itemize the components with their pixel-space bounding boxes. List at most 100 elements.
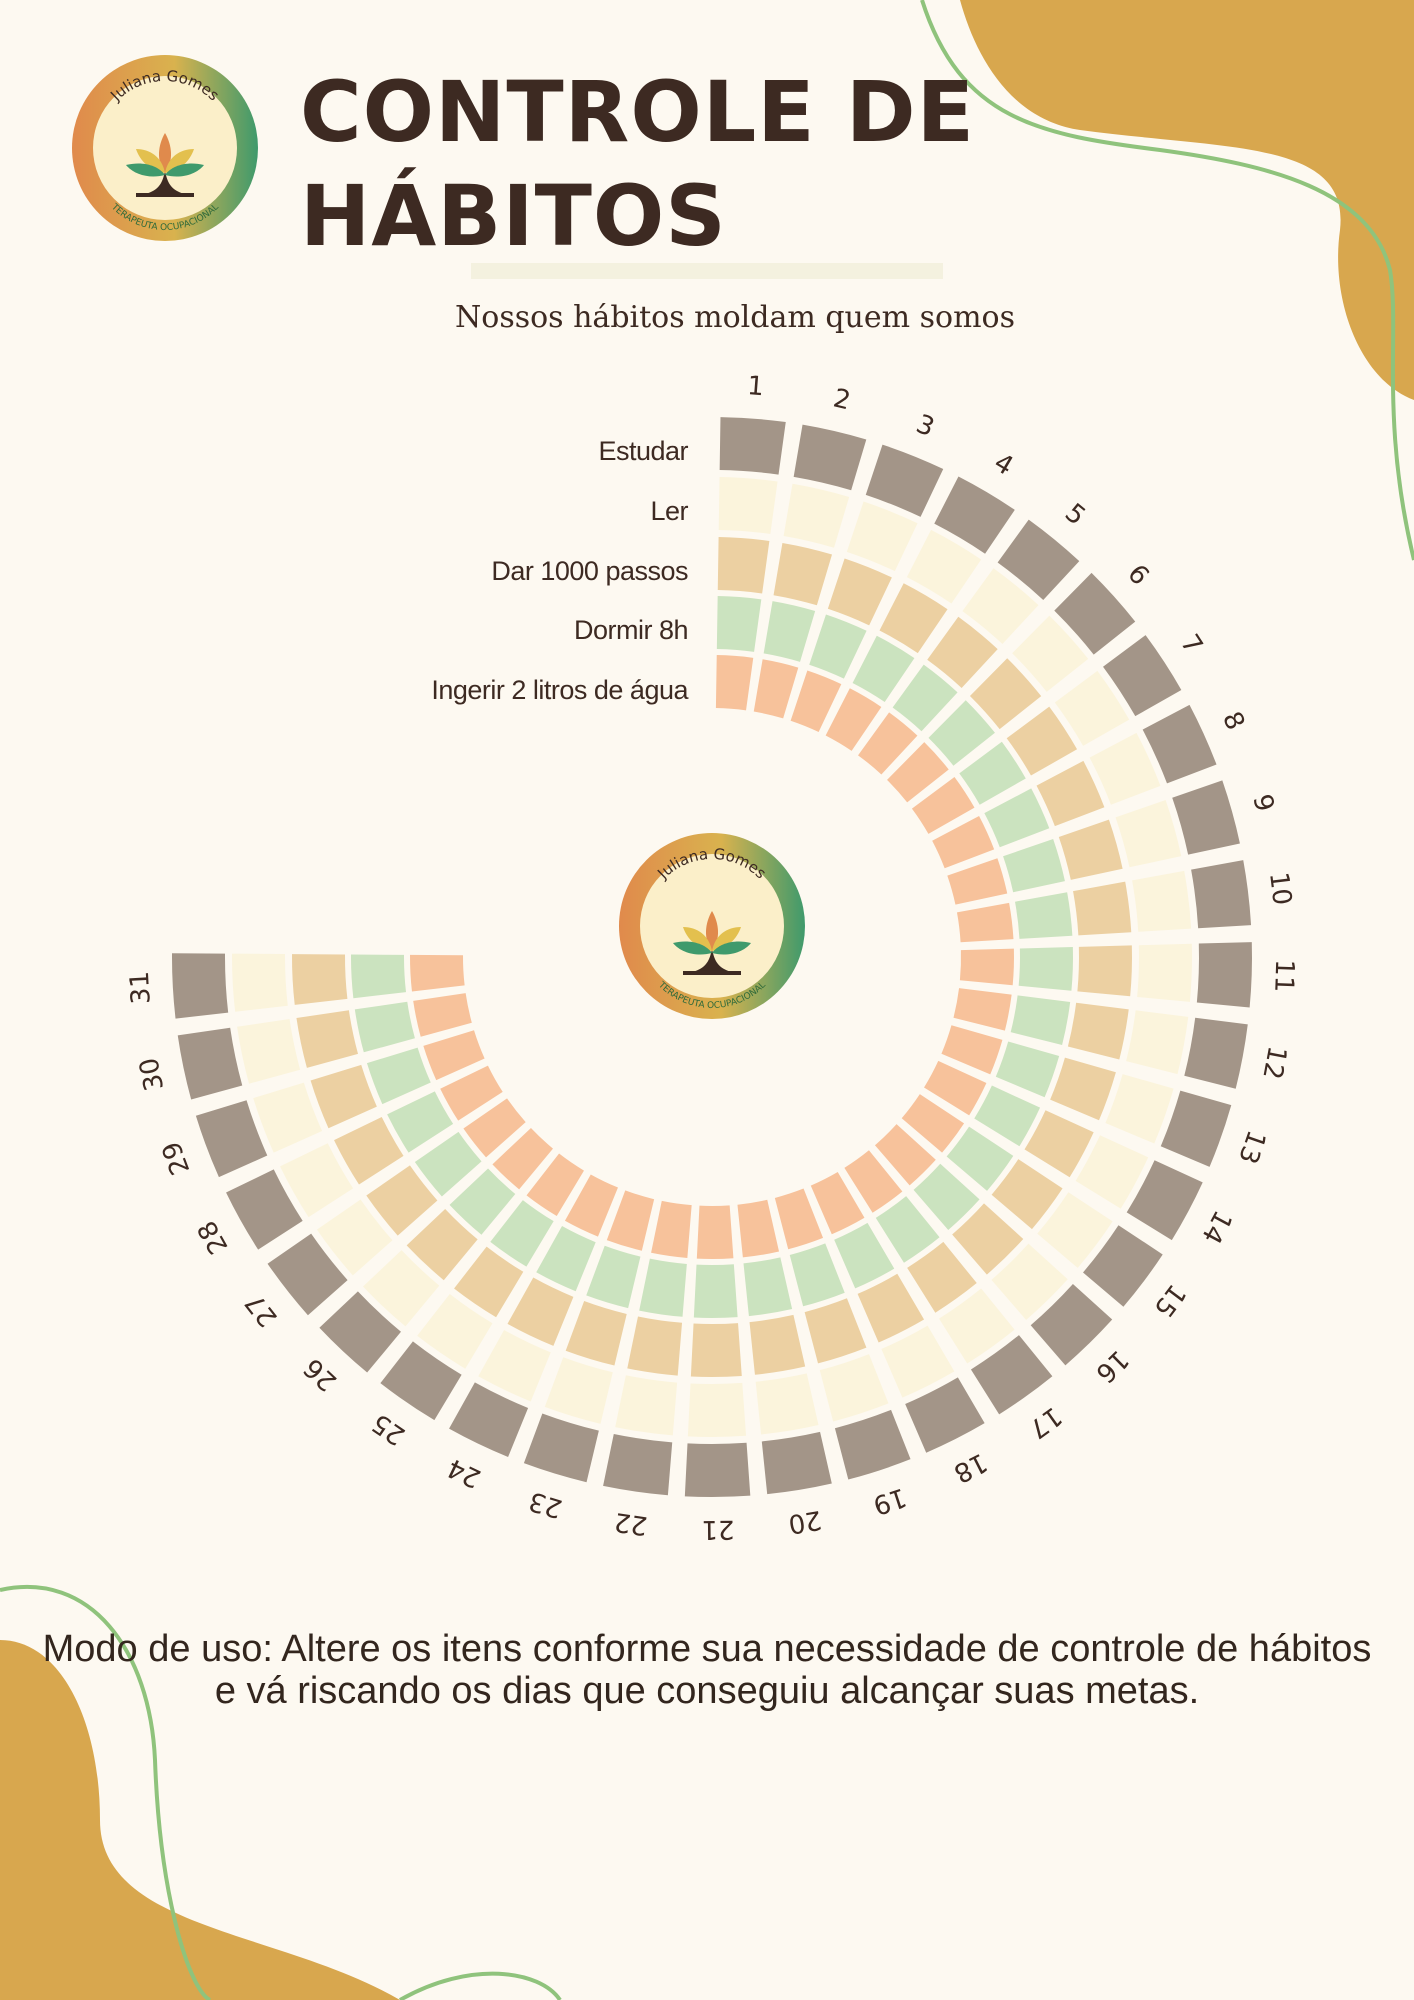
habit-cell[interactable]	[1003, 838, 1065, 893]
habit-cell[interactable]	[1160, 1090, 1232, 1167]
habit-cell[interactable]	[995, 1041, 1060, 1098]
habit-cell[interactable]	[947, 858, 1008, 905]
habit-cell[interactable]	[1083, 1225, 1163, 1307]
habit-cell[interactable]	[956, 902, 1014, 943]
habit-cell[interactable]	[946, 1126, 1014, 1191]
habit-cell[interactable]	[783, 483, 850, 548]
habit-cell[interactable]	[564, 1174, 618, 1237]
habit-cell[interactable]	[523, 1413, 599, 1483]
habit-cell[interactable]	[454, 1246, 524, 1318]
habit-cell[interactable]	[417, 1293, 493, 1369]
habit-cell[interactable]	[804, 1298, 867, 1364]
habit-cell[interactable]	[879, 583, 948, 654]
habit-cell[interactable]	[354, 1001, 415, 1053]
habit-cell[interactable]	[1089, 732, 1161, 805]
habit-cell[interactable]	[334, 1117, 404, 1185]
habit-label-agua[interactable]: Ingerir 2 litros de água	[431, 675, 688, 705]
habit-cell[interactable]	[296, 1010, 359, 1068]
habit-cell[interactable]	[615, 1375, 678, 1436]
habit-cell[interactable]	[763, 601, 816, 662]
habit-cell[interactable]	[715, 655, 754, 711]
habit-cell[interactable]	[463, 1098, 526, 1158]
habit-cell[interactable]	[852, 635, 915, 702]
habit-cell[interactable]	[1105, 1074, 1174, 1144]
habit-cell[interactable]	[366, 1047, 431, 1105]
habit-cell[interactable]	[825, 688, 882, 751]
habit-cell[interactable]	[526, 1153, 584, 1217]
habit-cell[interactable]	[171, 953, 229, 1019]
habit-cell[interactable]	[1196, 942, 1252, 1008]
habit-cell[interactable]	[366, 1165, 438, 1236]
habit-cell[interactable]	[1142, 704, 1217, 784]
habit-cell[interactable]	[892, 664, 958, 732]
habit-cell[interactable]	[492, 1127, 553, 1190]
habit-cell[interactable]	[737, 1199, 780, 1258]
habit-cell[interactable]	[969, 658, 1042, 730]
habit-cell[interactable]	[939, 1288, 1015, 1364]
habit-cell[interactable]	[639, 1258, 687, 1317]
habit-cell[interactable]	[1024, 1110, 1094, 1178]
habit-cell[interactable]	[984, 788, 1050, 848]
habit-cell[interactable]	[717, 537, 770, 594]
habit-cell[interactable]	[827, 558, 892, 626]
habit-cell[interactable]	[934, 476, 1015, 554]
habit-cell[interactable]	[226, 1169, 303, 1250]
habit-cell[interactable]	[911, 776, 975, 834]
habit-cell[interactable]	[1012, 615, 1089, 692]
habit-cell[interactable]	[716, 596, 762, 652]
habit-cell[interactable]	[834, 1409, 911, 1480]
habit-cell[interactable]	[858, 712, 918, 775]
habit-cell[interactable]	[719, 417, 786, 475]
habit-cell[interactable]	[319, 1291, 401, 1373]
habit-cell[interactable]	[1050, 1057, 1116, 1121]
habit-cell[interactable]	[410, 954, 465, 992]
habit-cell[interactable]	[761, 1431, 832, 1495]
habit-cell[interactable]	[651, 1200, 692, 1258]
habit-cell[interactable]	[865, 444, 944, 517]
habit-cell[interactable]	[901, 1094, 965, 1153]
habit-cell[interactable]	[536, 1226, 596, 1292]
habit-cell[interactable]	[507, 1277, 574, 1346]
habit-cell[interactable]	[953, 988, 1012, 1031]
habit-cell[interactable]	[684, 1442, 751, 1498]
habit-cell[interactable]	[991, 1159, 1063, 1230]
habit-cell[interactable]	[941, 1025, 1003, 1075]
habit-cell[interactable]	[490, 1200, 554, 1267]
habit-cell[interactable]	[1115, 800, 1182, 868]
habit-cell[interactable]	[603, 1433, 673, 1496]
habit-cell[interactable]	[1137, 943, 1193, 1002]
habit-cell[interactable]	[924, 1060, 987, 1116]
habit-cell[interactable]	[1054, 572, 1136, 655]
habit-cell[interactable]	[449, 1382, 529, 1458]
habit-cell[interactable]	[387, 1091, 454, 1153]
habit-cell[interactable]	[627, 1316, 683, 1376]
habit-cell[interactable]	[177, 1027, 243, 1100]
habit-cell[interactable]	[291, 954, 348, 1005]
habit-cell[interactable]	[195, 1100, 268, 1178]
habit-cell[interactable]	[1126, 1010, 1189, 1075]
habit-cell[interactable]	[819, 1354, 889, 1422]
habit-label-dormir[interactable]: Dormir 8h	[573, 615, 689, 645]
habit-cell[interactable]	[1126, 1160, 1203, 1241]
habit-cell[interactable]	[586, 1245, 641, 1309]
habit-cell[interactable]	[905, 1377, 985, 1453]
habit-cell[interactable]	[696, 1205, 734, 1260]
habit-cell[interactable]	[1030, 1283, 1113, 1366]
habit-cell[interactable]	[1006, 706, 1078, 776]
habit-cell[interactable]	[351, 954, 407, 999]
habit-cell[interactable]	[1037, 1192, 1113, 1268]
habit-cell[interactable]	[1103, 635, 1182, 717]
habit-cell[interactable]	[363, 1250, 440, 1327]
habit-cell[interactable]	[449, 1168, 516, 1235]
habit-cell[interactable]	[1015, 892, 1073, 939]
habit-cell[interactable]	[774, 1188, 824, 1250]
habit-cell[interactable]	[690, 1323, 742, 1378]
habit-cell[interactable]	[1075, 1135, 1149, 1209]
habit-cell[interactable]	[1073, 881, 1132, 936]
habit-cell[interactable]	[743, 1257, 793, 1317]
habit-cell[interactable]	[1132, 870, 1192, 932]
habit-cell[interactable]	[789, 1243, 845, 1307]
habit-cell[interactable]	[887, 742, 949, 803]
habit-cell[interactable]	[423, 1030, 485, 1081]
habit-cell[interactable]	[834, 1222, 895, 1289]
